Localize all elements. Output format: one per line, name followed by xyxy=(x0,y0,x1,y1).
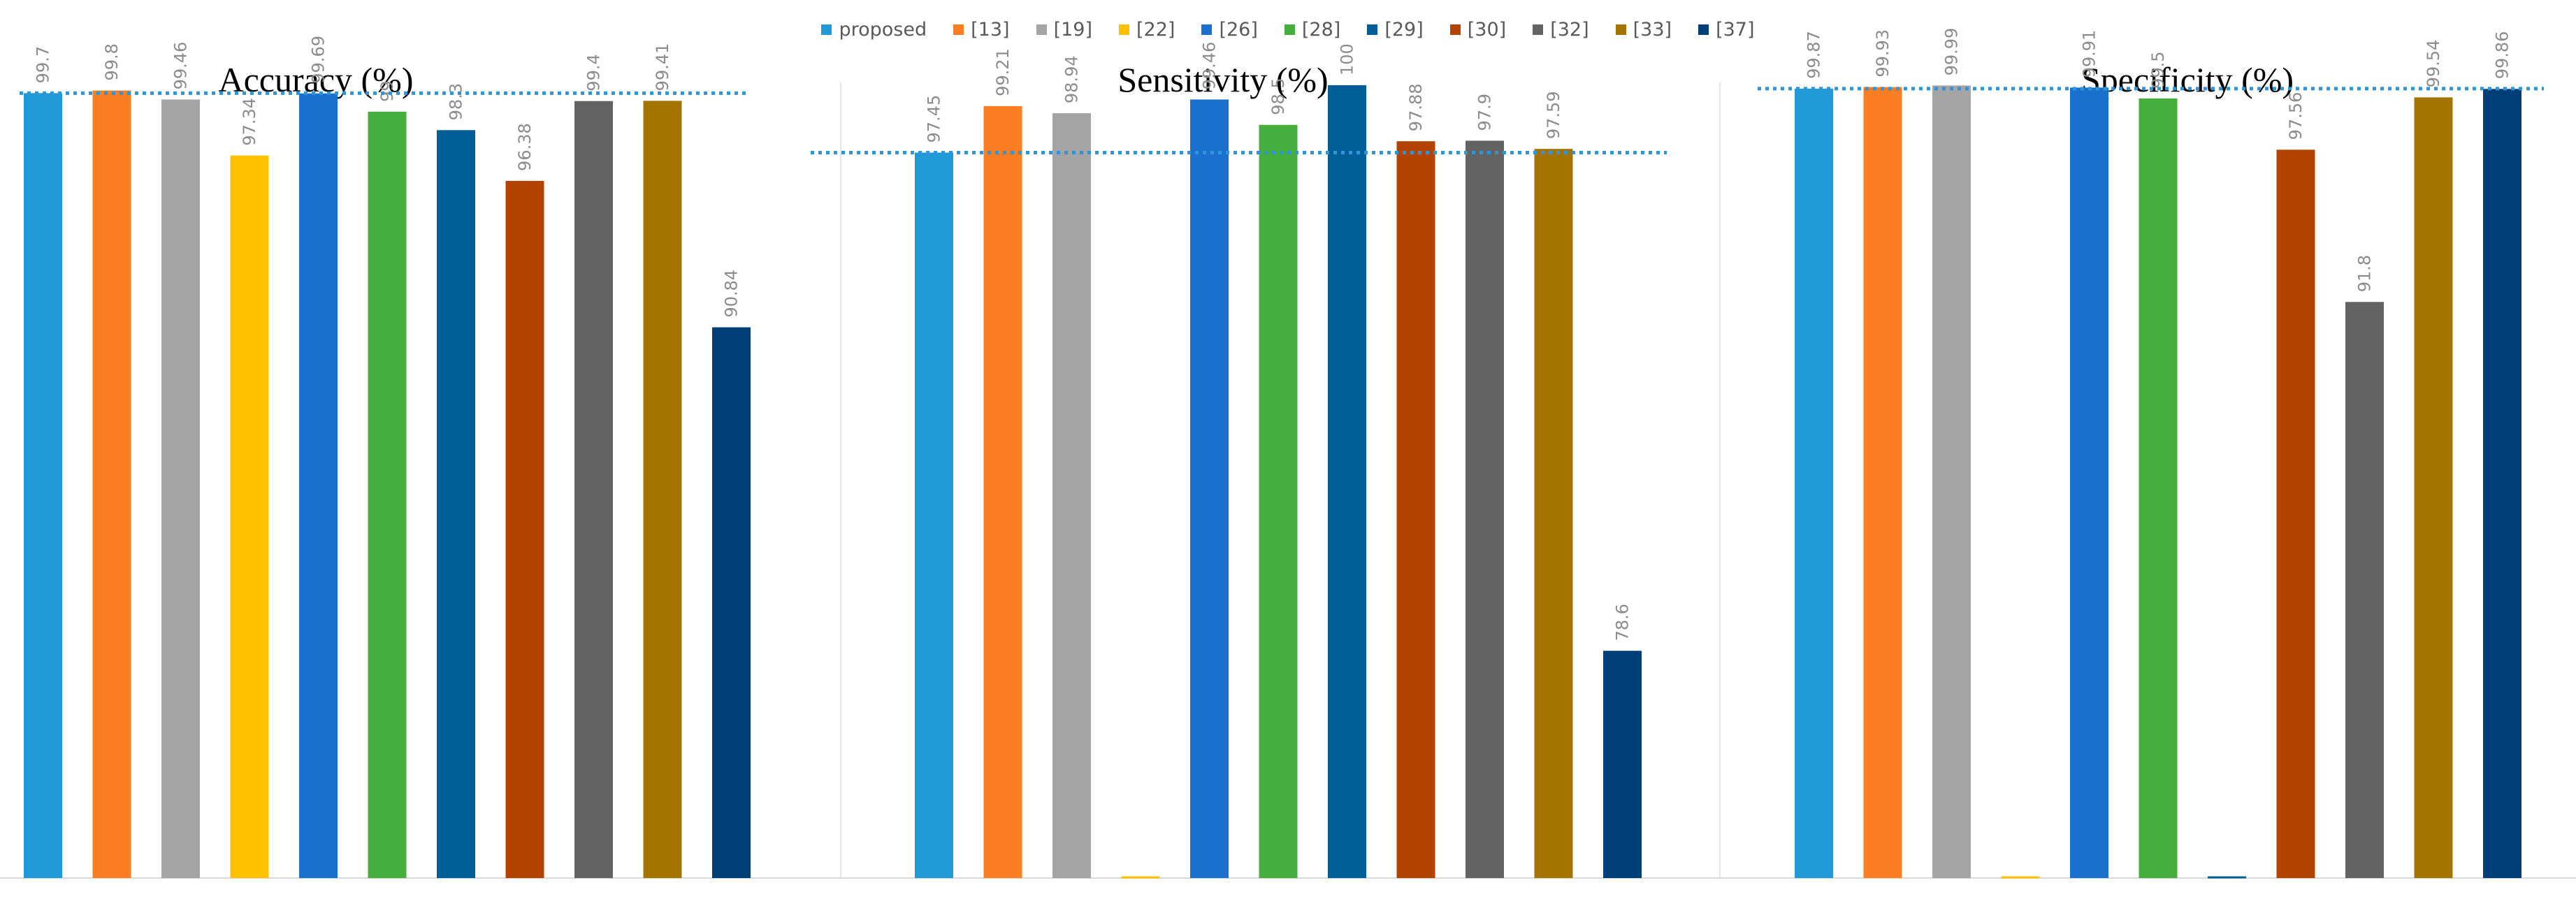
data-label: 99.41 xyxy=(653,43,672,92)
data-label: 99.99 xyxy=(1942,28,1962,76)
bar xyxy=(915,152,953,879)
legend-swatch xyxy=(1201,24,1213,35)
legend-swatch xyxy=(1367,24,1378,35)
data-label: 98.3 xyxy=(447,83,466,120)
data-label: 99.5 xyxy=(2148,51,2168,88)
legend-item: [19] xyxy=(1036,19,1092,41)
legend-item: [13] xyxy=(953,18,1010,41)
legend-label: [13] xyxy=(971,18,1010,41)
legend-item: [37] xyxy=(1698,18,1755,41)
sensitivity-chart-title: Sensitivity (%) xyxy=(1117,60,1329,99)
data-label: 91.8 xyxy=(2355,255,2375,292)
data-label: 99.87 xyxy=(1804,31,1824,79)
data-label: 98.94 xyxy=(1062,55,1082,103)
data-label: 97.88 xyxy=(1406,83,1426,131)
bar xyxy=(92,90,131,879)
bar xyxy=(1534,149,1573,878)
legend-label: [32] xyxy=(1550,18,1589,41)
data-label: 99.8 xyxy=(102,43,122,80)
bar xyxy=(1603,650,1642,878)
data-label: 99.46 xyxy=(1200,42,1220,90)
data-label: 99.93 xyxy=(1873,29,1893,78)
bar xyxy=(1932,85,1971,879)
bar xyxy=(2139,98,2178,879)
legend-swatch xyxy=(1698,24,1709,35)
legend: proposed [13] [19] [22] [26] [28] [29] [30] [32]… xyxy=(0,15,2576,43)
legend-item: [33] xyxy=(1615,18,1672,41)
bar xyxy=(983,105,1022,879)
legend-swatch xyxy=(1284,24,1295,35)
data-label: 97.56 xyxy=(2286,92,2306,140)
legend-label: [33] xyxy=(1633,18,1672,41)
bar xyxy=(299,93,338,879)
data-label: 99.91 xyxy=(2080,30,2099,78)
legend-item: proposed xyxy=(821,19,927,41)
legend-label: [26] xyxy=(1219,18,1258,41)
legend-swatch xyxy=(821,24,832,35)
data-label: 99.46 xyxy=(171,42,191,90)
bar xyxy=(1466,140,1504,879)
legend-item: [28] xyxy=(1284,18,1341,41)
data-label: 97.45 xyxy=(925,95,944,143)
legend-item: [29] xyxy=(1367,18,1424,41)
bar xyxy=(1396,141,1435,878)
bar xyxy=(2483,89,2521,879)
bar xyxy=(437,130,475,879)
legend-label: [22] xyxy=(1136,18,1175,41)
data-label: 97.34 xyxy=(240,98,259,146)
bar xyxy=(1863,87,1902,879)
data-label: 99.4 xyxy=(584,54,604,91)
legend-swatch xyxy=(1533,24,1544,35)
data-label: 97.9 xyxy=(1475,94,1495,131)
bar xyxy=(2414,97,2453,879)
legend-item: [26] xyxy=(1201,18,1258,41)
bar xyxy=(1795,88,1833,878)
data-label: 99.54 xyxy=(2424,40,2443,88)
bar xyxy=(643,101,682,879)
bar xyxy=(1328,85,1366,878)
legend-label: [19] xyxy=(1053,18,1092,41)
bar xyxy=(1190,99,1229,879)
data-label: 99 xyxy=(377,80,397,102)
legend-item: [22] xyxy=(1119,19,1175,41)
bar xyxy=(230,155,269,878)
legend-swatch xyxy=(1036,24,1047,35)
data-label: 96.38 xyxy=(515,123,535,171)
legend-label: [37] xyxy=(1716,18,1755,41)
bar xyxy=(2276,149,2315,878)
bar xyxy=(574,101,613,879)
data-label: 99.86 xyxy=(2493,31,2512,80)
legend-label: [28] xyxy=(1301,18,1341,41)
legend-label: [30] xyxy=(1467,18,1507,41)
data-label: 90.84 xyxy=(722,270,741,318)
bar xyxy=(2070,87,2108,878)
data-label: 98.5 xyxy=(1268,78,1288,115)
specificity-chart-title: Specificity (%) xyxy=(2081,60,2294,99)
data-label: 100 xyxy=(1338,43,1357,75)
bar xyxy=(24,93,62,879)
legend-item: [30] xyxy=(1449,18,1507,41)
bar xyxy=(368,111,407,878)
legend-swatch xyxy=(1449,24,1461,35)
data-label: 99.69 xyxy=(309,36,328,84)
legend-swatch xyxy=(1615,24,1626,35)
data-label: 78.6 xyxy=(1613,604,1633,641)
legend-item: [32] xyxy=(1533,19,1589,41)
bar xyxy=(505,180,544,878)
legend-swatch xyxy=(953,24,964,35)
bar xyxy=(161,99,200,879)
data-label: 97.59 xyxy=(1544,91,1563,139)
bar xyxy=(1052,113,1091,879)
bar xyxy=(1259,124,1298,878)
legend-label: [29] xyxy=(1384,18,1424,41)
bar xyxy=(2345,302,2384,878)
legend-swatch xyxy=(1119,24,1129,35)
legend-label: proposed xyxy=(839,18,927,41)
data-label: 99.21 xyxy=(993,48,1013,96)
bar xyxy=(712,327,751,878)
data-label: 99.7 xyxy=(34,46,53,83)
